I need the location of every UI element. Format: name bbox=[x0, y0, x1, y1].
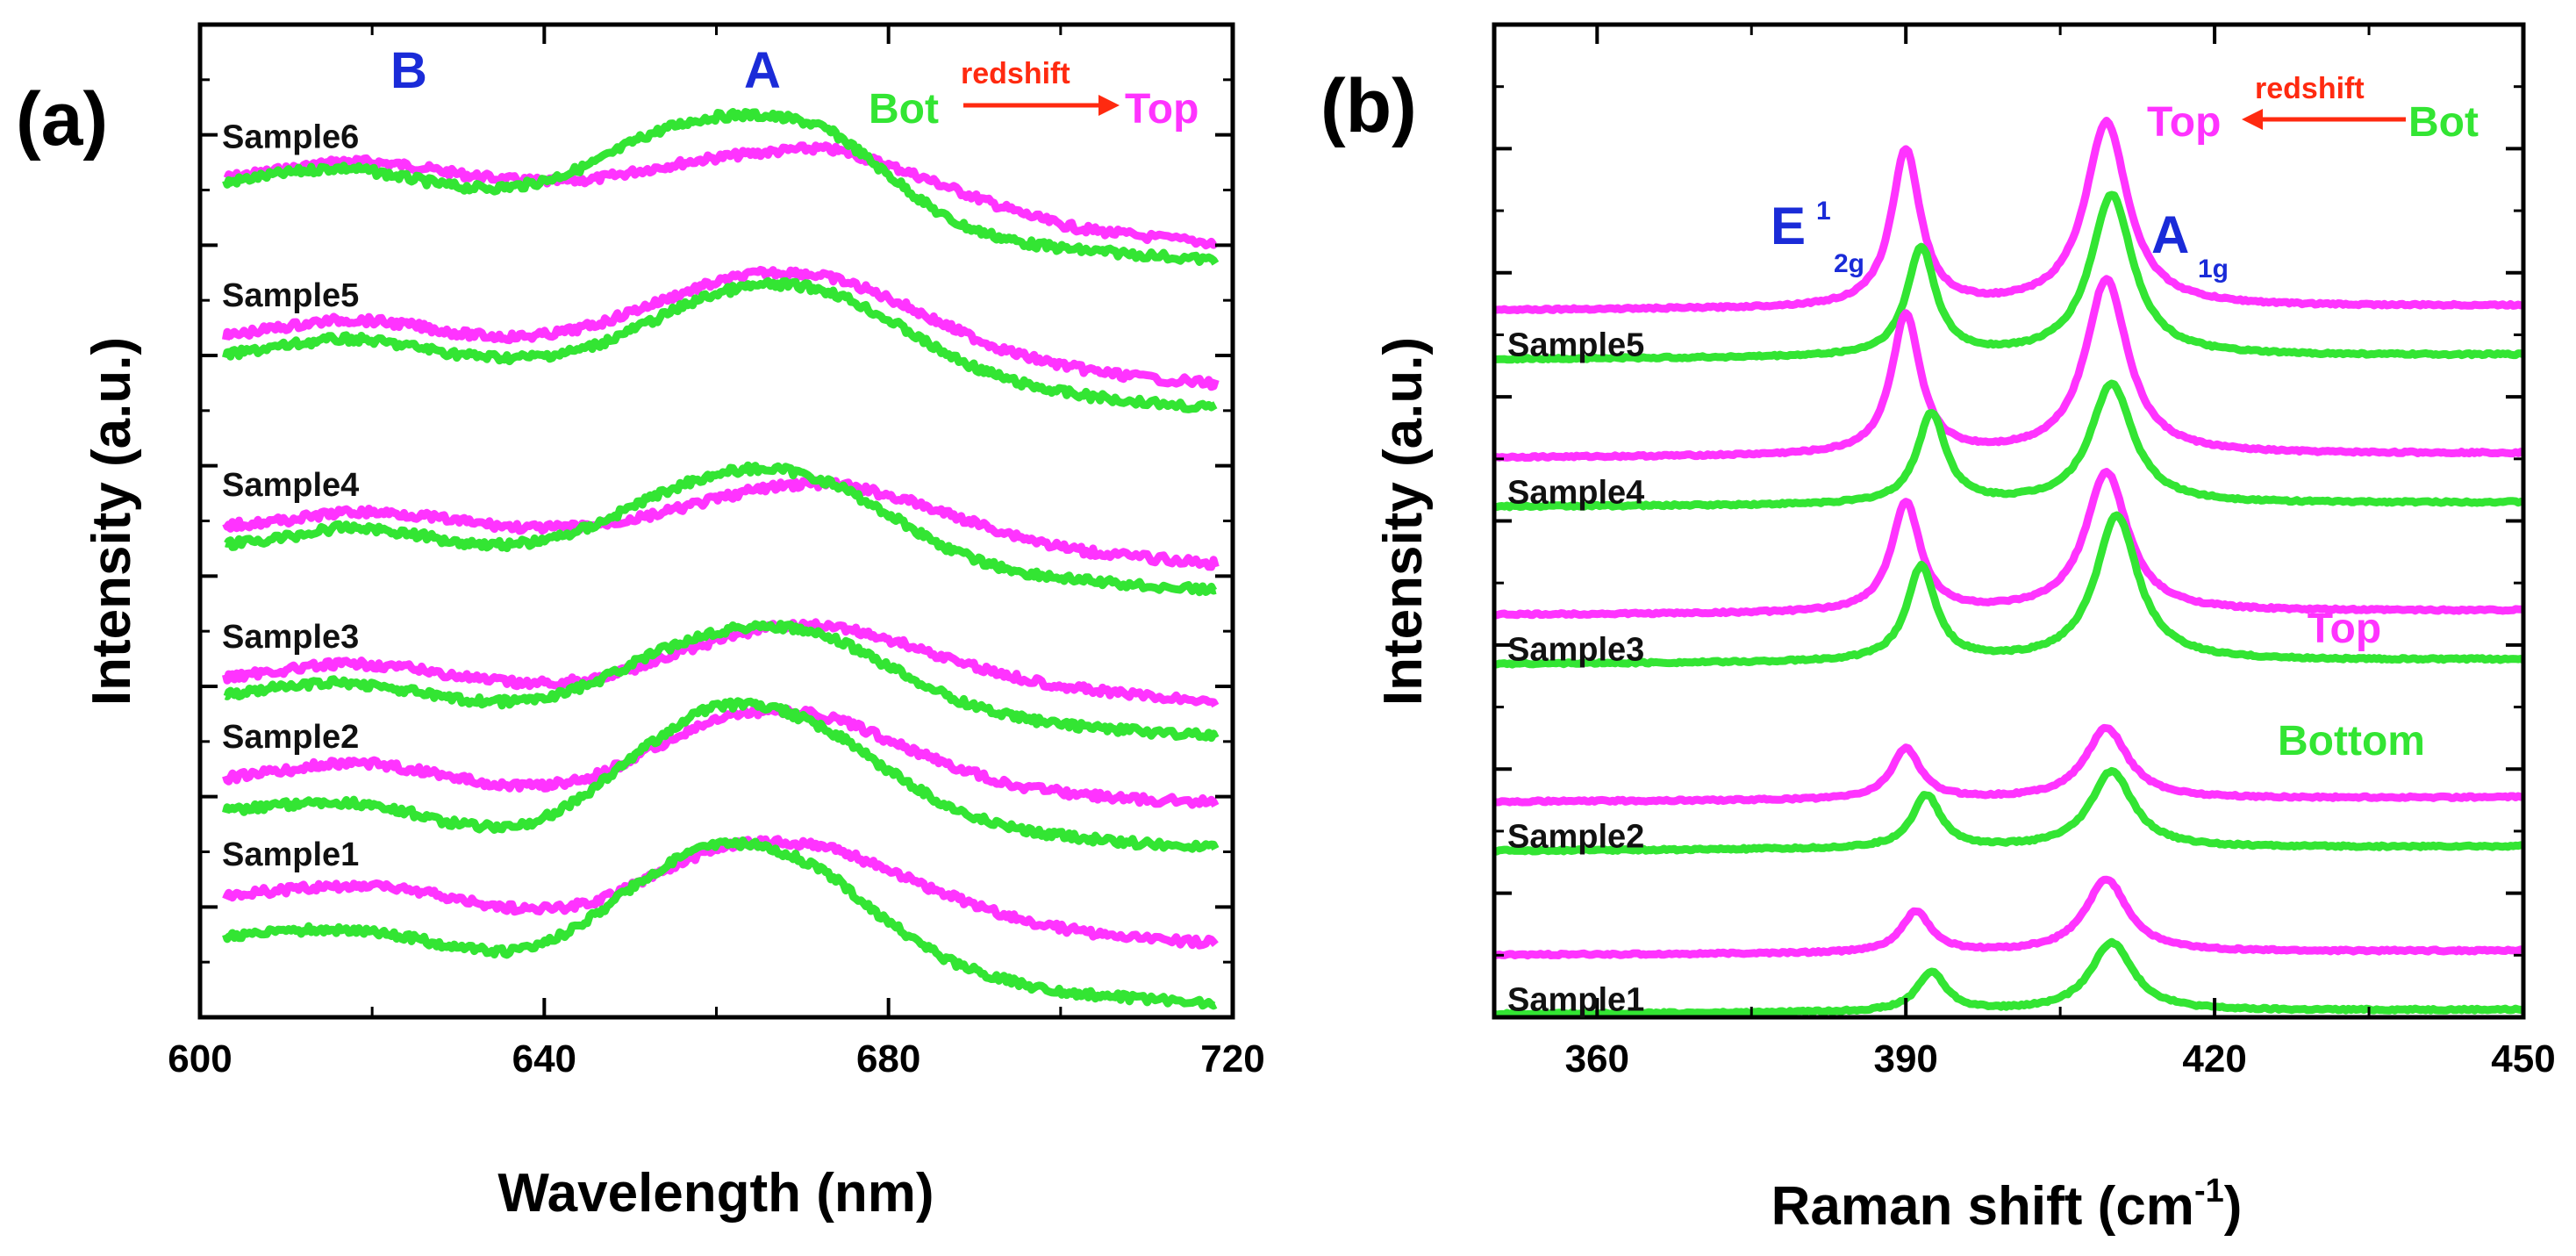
legend-a-top: Top bbox=[1125, 86, 1199, 133]
panel-b-xlabel-sup: -1 bbox=[2194, 1173, 2224, 1209]
panel-b-ylabel: Intensity (a.u.) bbox=[1373, 337, 1434, 706]
raman-sample1-bot bbox=[1492, 937, 2525, 1019]
side-label-top: Top bbox=[2308, 606, 2381, 652]
panel-a-xtick-label: 600 bbox=[168, 1037, 232, 1080]
panel-a-ticks: 600 640 680 720 bbox=[168, 25, 1265, 1080]
sample-label: Sample1 bbox=[222, 836, 359, 873]
panel-a-curves bbox=[221, 108, 1220, 1010]
spectrum-sample6-top bbox=[223, 141, 1219, 250]
legend-b-redshift: redshift bbox=[2255, 72, 2365, 105]
panel-a-ylabel: Intensity (a.u.) bbox=[82, 337, 142, 706]
legend-b-top: Top bbox=[2147, 99, 2221, 146]
peak-label-a1g-sub: 1g bbox=[2198, 255, 2229, 283]
panel-a: (a) 600 640 680 720 Sample6Sample5Sample4Sa… bbox=[16, 22, 1265, 1224]
spectrum-sample6-bot bbox=[222, 108, 1220, 266]
peak-label-e2g-main: E bbox=[1771, 197, 1806, 255]
sample-label: Sample5 bbox=[222, 277, 359, 314]
spectrum-sample5-top bbox=[221, 265, 1220, 391]
sample-label: Sample3 bbox=[222, 619, 359, 656]
panel-b-legend: Top redshift Bot bbox=[2147, 72, 2479, 146]
raman-sample3-top bbox=[1492, 468, 2525, 620]
peak-label-b: B bbox=[390, 42, 427, 99]
panel-b-xtick-label: 420 bbox=[2182, 1037, 2246, 1080]
sample-label: Sample2 bbox=[222, 719, 359, 756]
sample-label: Sample1 bbox=[1507, 981, 1644, 1018]
panel-b-xtick-label: 360 bbox=[1565, 1037, 1629, 1080]
spectrum-sample5-bot bbox=[222, 276, 1218, 413]
panel-b-xlabel-end: ) bbox=[2224, 1176, 2243, 1237]
raman-sample5-bot bbox=[1492, 190, 2525, 364]
redshift-arrowhead-a bbox=[1098, 95, 1120, 116]
panel-b-curves bbox=[1492, 117, 2525, 1019]
panel-b: (b) 360 390 420 450 Sample5Sample4Sample3Sa… bbox=[1320, 22, 2556, 1237]
sample-label: Sample3 bbox=[1507, 632, 1644, 669]
sample-label: Sample6 bbox=[222, 119, 359, 156]
raman-sample2-top bbox=[1492, 723, 2525, 807]
panel-a-tag: (a) bbox=[16, 77, 108, 161]
panel-a-xtick-label: 720 bbox=[1200, 1037, 1264, 1080]
raman-sample1-top bbox=[1492, 875, 2525, 960]
spectrum-sample3-bot bbox=[223, 620, 1220, 743]
peak-label-a1g-main: A bbox=[2151, 205, 2189, 264]
legend-a-redshift: redshift bbox=[961, 57, 1070, 90]
spectrum-sample3-top bbox=[222, 618, 1220, 708]
panel-a-xtick-label: 680 bbox=[856, 1037, 920, 1080]
sample-label: Sample2 bbox=[1507, 818, 1644, 855]
panel-b-tag: (b) bbox=[1320, 64, 1417, 148]
legend-a-bot: Bot bbox=[869, 86, 939, 133]
peak-label-a1g: A 1g bbox=[2151, 205, 2229, 283]
sample-label: Sample4 bbox=[222, 467, 359, 504]
peak-label-a: A bbox=[744, 42, 781, 99]
spectrum-sample1-bot bbox=[222, 836, 1218, 1010]
peak-label-e2g: E 1 2g bbox=[1771, 197, 1864, 278]
legend-b-bot: Bot bbox=[2408, 99, 2479, 146]
spectrum-sample2-top bbox=[222, 703, 1220, 809]
spectrum-sample4-bot bbox=[223, 461, 1218, 597]
raman-sample4-top bbox=[1492, 275, 2525, 463]
spectrum-sample4-top bbox=[222, 476, 1220, 571]
panel-b-ticks: 360 390 420 450 bbox=[1494, 25, 2556, 1080]
panel-b-xtick-label: 450 bbox=[2491, 1037, 2555, 1080]
side-label-bottom: Bottom bbox=[2278, 718, 2425, 764]
panel-a-legend: Bot redshift Top bbox=[869, 57, 1199, 133]
spectrum-sample2-bot bbox=[222, 697, 1220, 853]
panel-a-xlabel: Wavelength (nm) bbox=[497, 1163, 934, 1224]
panel-b-frame bbox=[1492, 22, 2526, 1020]
sample-label: Sample4 bbox=[1507, 474, 1644, 511]
raman-sample3-bot bbox=[1492, 511, 2525, 669]
peak-label-e2g-sup: 1 bbox=[1816, 197, 1831, 226]
panel-b-xlabel-main: Raman shift (cm bbox=[1771, 1176, 2194, 1237]
redshift-arrowhead-b bbox=[2242, 109, 2263, 130]
panel-b-xlabel: Raman shift (cm-1) bbox=[1771, 1173, 2243, 1237]
peak-label-e2g-sub: 2g bbox=[1834, 249, 1864, 278]
panel-b-xtick-label: 390 bbox=[1873, 1037, 1937, 1080]
raman-sample2-bot bbox=[1492, 766, 2525, 856]
raman-sample5-top bbox=[1492, 117, 2525, 314]
panel-a-xtick-label: 640 bbox=[512, 1037, 576, 1080]
panel-b-sample-labels: Sample5 Sample4 Sample3 Sample2 Sample1 bbox=[1507, 327, 1644, 1018]
raman-sample4-bot bbox=[1492, 379, 2525, 512]
panel-a-sample-labels: Sample6 Sample5 Sample4 Sample3 Sample2 Sampl… bbox=[222, 119, 359, 874]
sample-label: Sample5 bbox=[1507, 327, 1644, 363]
